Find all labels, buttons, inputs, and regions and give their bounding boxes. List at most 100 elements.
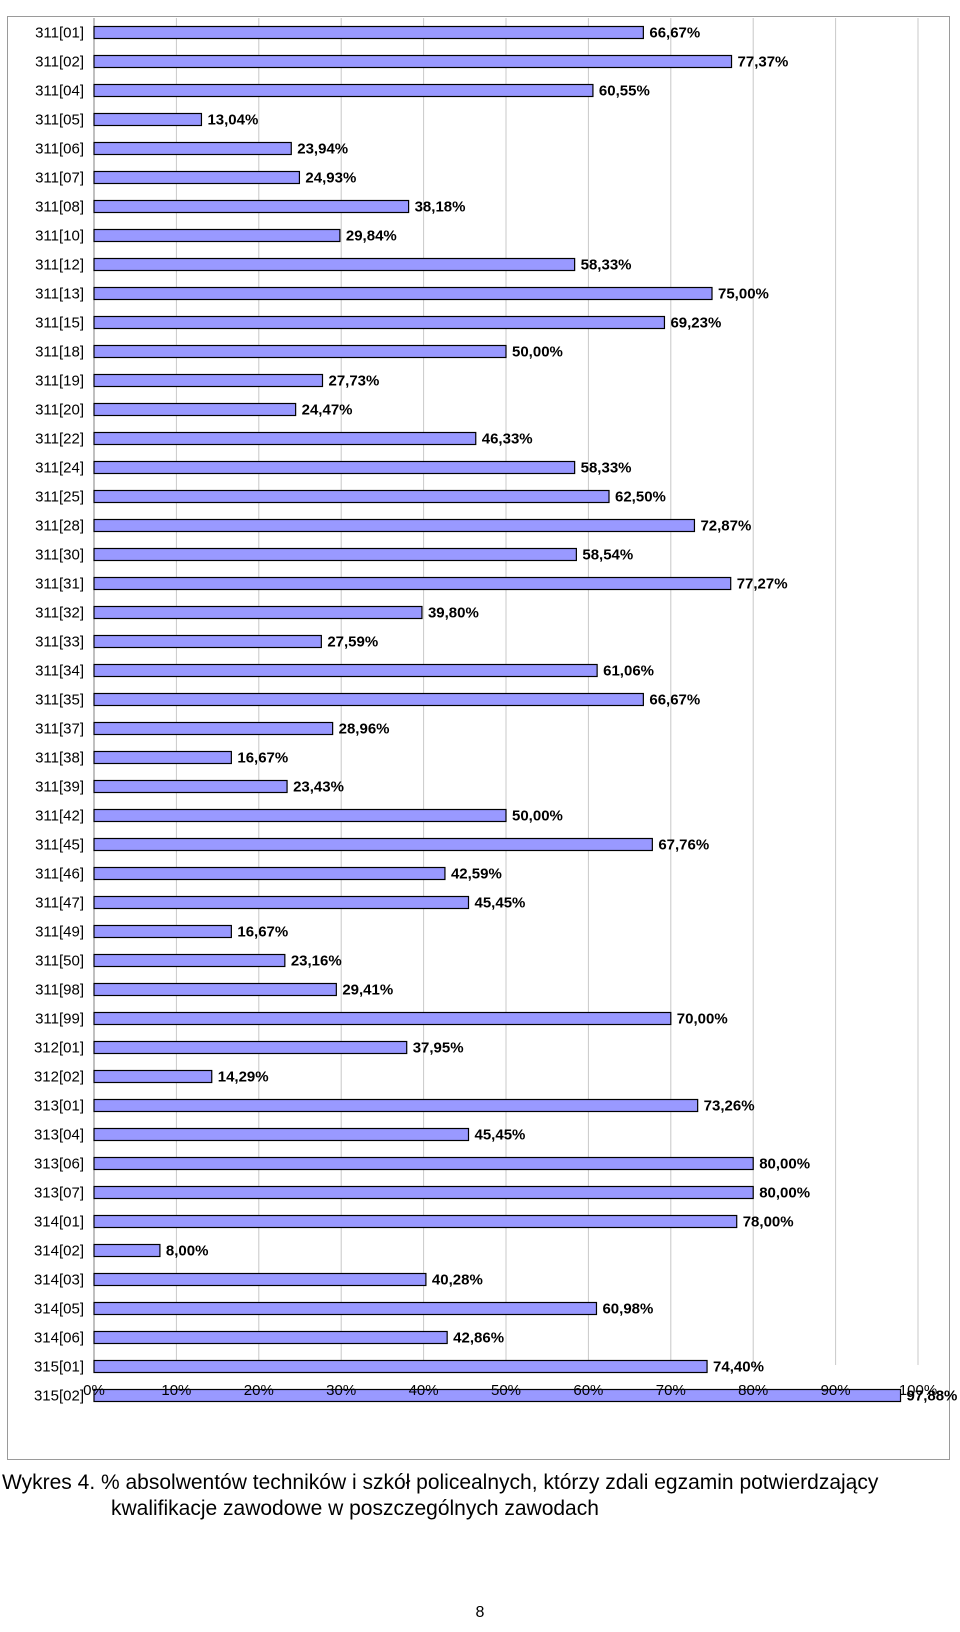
category-label: 311[30] <box>35 547 84 564</box>
category-label: 311[98] <box>35 982 84 999</box>
value-label: 39,80% <box>428 605 479 622</box>
value-label: 61,06% <box>603 663 654 680</box>
value-label: 45,45% <box>475 1127 526 1144</box>
bar <box>93 518 696 533</box>
bar <box>93 837 653 852</box>
value-label: 42,86% <box>453 1330 504 1347</box>
caption-line-1: Wykres 4. % absolwentów techników i szkó… <box>2 1471 879 1494</box>
category-label: 314[01] <box>34 1214 84 1231</box>
bar <box>93 1040 408 1055</box>
value-label: 75,00% <box>718 286 769 303</box>
category-label: 311[02] <box>35 54 84 71</box>
value-label: 50,00% <box>512 808 563 825</box>
bar <box>93 721 334 736</box>
category-label: 311[47] <box>35 895 84 912</box>
category-label: 311[13] <box>35 286 84 303</box>
category-label: 311[99] <box>35 1011 84 1028</box>
bar <box>93 924 232 939</box>
bar <box>93 808 507 823</box>
value-label: 8,00% <box>166 1243 209 1260</box>
category-label: 311[18] <box>35 344 84 361</box>
x-tick-label: 30% <box>326 1382 356 1399</box>
bar <box>93 228 341 243</box>
caption-line-2: kwalifikacje zawodowe w poszczególnych z… <box>111 1497 599 1520</box>
bar <box>93 982 337 997</box>
value-label: 77,37% <box>738 54 789 71</box>
value-label: 60,55% <box>599 83 650 100</box>
bar <box>93 750 232 765</box>
bar <box>93 112 203 127</box>
bar <box>93 1388 902 1403</box>
value-label: 23,43% <box>293 779 344 796</box>
value-label: 13,04% <box>207 112 258 129</box>
value-label: 58,54% <box>582 547 633 564</box>
value-label: 72,87% <box>700 518 751 535</box>
bar <box>93 547 577 562</box>
bar <box>93 257 576 272</box>
category-label: 311[01] <box>35 25 84 42</box>
category-label: 311[15] <box>35 315 84 332</box>
x-tick-label: 80% <box>738 1382 768 1399</box>
bar <box>93 866 446 881</box>
value-label: 29,41% <box>342 982 393 999</box>
category-label: 311[46] <box>35 866 84 883</box>
category-label: 311[04] <box>35 83 84 100</box>
value-label: 23,16% <box>291 953 342 970</box>
bar <box>93 170 301 185</box>
category-label: 311[34] <box>35 663 84 680</box>
value-label: 78,00% <box>743 1214 794 1231</box>
bar <box>93 460 576 475</box>
category-label: 311[24] <box>35 460 84 477</box>
value-label: 67,76% <box>658 837 709 854</box>
category-label: 312[01] <box>34 1040 84 1057</box>
category-label: 315[01] <box>34 1359 84 1376</box>
bar <box>93 605 423 620</box>
x-tick-label: 40% <box>409 1382 439 1399</box>
category-label: 311[19] <box>35 373 84 390</box>
value-label: 37,95% <box>413 1040 464 1057</box>
value-label: 28,96% <box>339 721 390 738</box>
bar <box>93 25 644 40</box>
bar <box>93 1098 699 1113</box>
value-label: 46,33% <box>482 431 533 448</box>
figure-caption: Wykres 4. % absolwentów techników i szkó… <box>0 1470 960 1522</box>
category-label: 311[07] <box>35 170 84 187</box>
value-label: 23,94% <box>297 141 348 158</box>
category-label: 311[32] <box>35 605 84 622</box>
category-label: 311[37] <box>35 721 84 738</box>
value-label: 27,59% <box>327 634 378 651</box>
category-label: 311[08] <box>35 199 84 216</box>
bar <box>93 344 507 359</box>
value-label: 73,26% <box>704 1098 755 1115</box>
bar <box>93 1069 213 1084</box>
bar <box>93 895 470 910</box>
x-tick-label: 60% <box>573 1382 603 1399</box>
category-label: 311[05] <box>35 112 84 129</box>
category-label: 311[10] <box>35 228 84 245</box>
value-label: 74,40% <box>713 1359 764 1376</box>
bar <box>93 1127 470 1142</box>
value-label: 70,00% <box>677 1011 728 1028</box>
value-label: 24,47% <box>302 402 353 419</box>
value-label: 14,29% <box>218 1069 269 1086</box>
value-label: 97,88% <box>907 1388 958 1405</box>
value-label: 45,45% <box>475 895 526 912</box>
value-label: 80,00% <box>759 1185 810 1202</box>
category-label: 311[12] <box>35 257 84 274</box>
bar <box>93 1185 754 1200</box>
bar <box>93 431 477 446</box>
category-label: 314[03] <box>34 1272 84 1289</box>
category-label: 311[42] <box>35 808 84 825</box>
x-tick-label: 100% <box>899 1382 937 1399</box>
x-tick-label: 70% <box>656 1382 686 1399</box>
value-label: 66,67% <box>649 25 700 42</box>
bar <box>93 286 713 301</box>
value-label: 24,93% <box>305 170 356 187</box>
category-label: 311[38] <box>35 750 84 767</box>
value-label: 60,98% <box>602 1301 653 1318</box>
bar <box>93 1272 427 1287</box>
value-label: 80,00% <box>759 1156 810 1173</box>
x-tick-label: 50% <box>491 1382 521 1399</box>
bar-chart: 311[01] 66,67% 311[02] 77,37% 311[04] 60,55% 3… <box>34 18 958 1405</box>
category-label: 314[05] <box>34 1301 84 1318</box>
